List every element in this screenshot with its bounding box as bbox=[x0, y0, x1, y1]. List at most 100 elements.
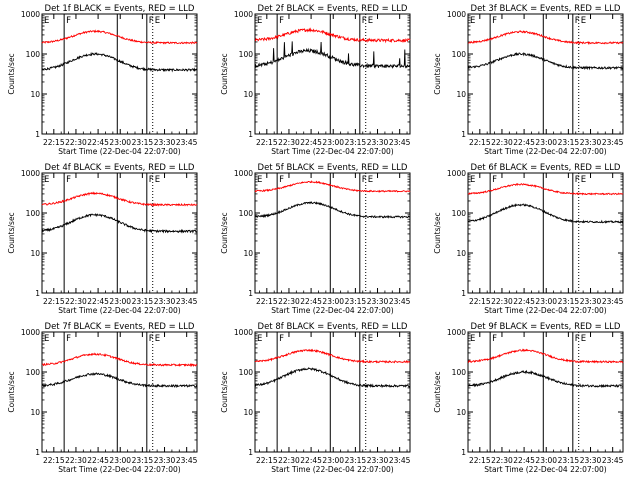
x-tick-label: 22:45 bbox=[513, 138, 535, 147]
y-tick-label: 1 bbox=[35, 130, 40, 139]
time-marker-label: F bbox=[492, 16, 497, 26]
x-tick-label: 22:15 bbox=[43, 297, 65, 306]
y-axis-label: Counts/sec bbox=[220, 212, 229, 253]
events-line bbox=[41, 372, 198, 389]
x-tick-label: 23:45 bbox=[389, 456, 411, 465]
panel-title: Det 2f BLACK = Events, RED = LLD bbox=[258, 4, 408, 14]
time-marker-label: F bbox=[362, 334, 367, 344]
y-tick-label: 1 bbox=[461, 448, 466, 457]
panel-title: Det 8f BLACK = Events, RED = LLD bbox=[258, 322, 408, 332]
x-tick-label: 23:30 bbox=[154, 456, 176, 465]
lld-line bbox=[254, 180, 411, 193]
x-tick-label: 22:15 bbox=[43, 456, 65, 465]
y-tick-label: 100 bbox=[452, 209, 467, 218]
x-tick-label: 22:30 bbox=[65, 297, 87, 306]
y-tick-label: 100 bbox=[239, 368, 254, 377]
y-tick-label: 100 bbox=[26, 368, 41, 377]
x-tick-label: 23:15 bbox=[558, 138, 580, 147]
lld-line bbox=[41, 191, 198, 207]
time-marker-label: F bbox=[575, 334, 580, 344]
events-line bbox=[467, 203, 624, 224]
events-line bbox=[41, 213, 198, 234]
plot-frame bbox=[41, 331, 198, 453]
y-tick-label: 10 bbox=[456, 408, 466, 417]
y-tick-label: 100 bbox=[452, 368, 467, 377]
x-tick-label: 22:45 bbox=[300, 456, 322, 465]
x-tick-label: 22:15 bbox=[43, 138, 65, 147]
x-tick-label: 22:15 bbox=[469, 297, 491, 306]
y-tick-label: 1 bbox=[35, 289, 40, 298]
lld-line bbox=[41, 352, 198, 368]
x-tick-label: 22:15 bbox=[256, 138, 278, 147]
time-marker-label: F bbox=[575, 175, 580, 185]
y-tick-label: 10 bbox=[243, 249, 253, 258]
x-tick-label: 23:45 bbox=[176, 138, 198, 147]
x-axis-label: Start Time (22-Dec-04 22:07:00) bbox=[271, 306, 393, 315]
x-tick-label: 23:30 bbox=[154, 138, 176, 147]
time-marker-label: E bbox=[470, 175, 475, 185]
plot-frame bbox=[41, 13, 198, 135]
time-marker-label: E bbox=[257, 175, 262, 185]
x-tick-label: 23:45 bbox=[389, 138, 411, 147]
events-line bbox=[467, 369, 624, 389]
time-marker-label: E bbox=[155, 334, 160, 344]
time-marker-label: E bbox=[44, 334, 49, 344]
plot-frame bbox=[254, 331, 411, 453]
x-tick-label: 22:15 bbox=[256, 297, 278, 306]
y-tick-label: 1000 bbox=[447, 328, 466, 337]
x-tick-label: 23:15 bbox=[558, 456, 580, 465]
time-marker-label: E bbox=[581, 175, 586, 185]
x-tick-label: 23:45 bbox=[176, 297, 198, 306]
events-line bbox=[41, 51, 198, 73]
y-tick-label: 1000 bbox=[21, 169, 40, 178]
y-tick-label: 1 bbox=[35, 448, 40, 457]
y-tick-label: 10 bbox=[456, 90, 466, 99]
x-tick-label: 22:45 bbox=[87, 456, 109, 465]
y-axis-label: Counts/sec bbox=[433, 53, 442, 94]
x-axis-label: Start Time (22-Dec-04 22:07:00) bbox=[58, 465, 180, 474]
x-tick-label: 23:00 bbox=[322, 138, 344, 147]
time-marker-label: F bbox=[492, 334, 497, 344]
x-tick-label: 22:45 bbox=[513, 297, 535, 306]
time-marker-label: F bbox=[149, 16, 154, 26]
x-tick-label: 23:15 bbox=[345, 138, 367, 147]
x-tick-label: 23:15 bbox=[132, 456, 154, 465]
time-marker-label: E bbox=[257, 334, 262, 344]
y-tick-label: 10 bbox=[243, 90, 253, 99]
x-tick-label: 23:45 bbox=[602, 456, 624, 465]
panel-title: Det 1f BLACK = Events, RED = LLD bbox=[45, 4, 195, 14]
x-tick-label: 23:00 bbox=[109, 297, 131, 306]
x-tick-label: 23:45 bbox=[602, 138, 624, 147]
y-tick-label: 100 bbox=[26, 50, 41, 59]
lld-line bbox=[467, 30, 624, 46]
time-marker-label: F bbox=[66, 175, 71, 185]
x-tick-label: 23:00 bbox=[535, 297, 557, 306]
x-axis-label: Start Time (22-Dec-04 22:07:00) bbox=[484, 147, 606, 156]
lld-line bbox=[254, 348, 411, 364]
x-tick-label: 22:30 bbox=[278, 138, 300, 147]
time-marker-label: F bbox=[279, 16, 284, 26]
plot-frame bbox=[41, 172, 198, 294]
x-tick-label: 23:00 bbox=[322, 456, 344, 465]
x-tick-label: 23:15 bbox=[345, 456, 367, 465]
x-tick-label: 23:45 bbox=[602, 297, 624, 306]
time-marker-label: F bbox=[362, 16, 367, 26]
y-tick-label: 10 bbox=[30, 249, 40, 258]
y-axis-label: Counts/sec bbox=[433, 212, 442, 253]
y-axis-label: Counts/sec bbox=[7, 53, 16, 94]
time-marker-label: E bbox=[368, 334, 373, 344]
x-tick-label: 23:30 bbox=[580, 456, 602, 465]
x-tick-label: 23:45 bbox=[176, 456, 198, 465]
x-tick-label: 22:45 bbox=[87, 138, 109, 147]
x-axis-label: Start Time (22-Dec-04 22:07:00) bbox=[58, 147, 180, 156]
time-marker-label: E bbox=[368, 175, 373, 185]
x-tick-label: 23:15 bbox=[132, 297, 154, 306]
y-axis-label: Counts/sec bbox=[433, 371, 442, 412]
panel-title: Det 5f BLACK = Events, RED = LLD bbox=[258, 163, 408, 173]
y-tick-label: 1000 bbox=[447, 10, 466, 19]
time-marker-label: E bbox=[581, 16, 586, 26]
time-marker-label: E bbox=[470, 16, 475, 26]
x-tick-label: 23:45 bbox=[389, 297, 411, 306]
